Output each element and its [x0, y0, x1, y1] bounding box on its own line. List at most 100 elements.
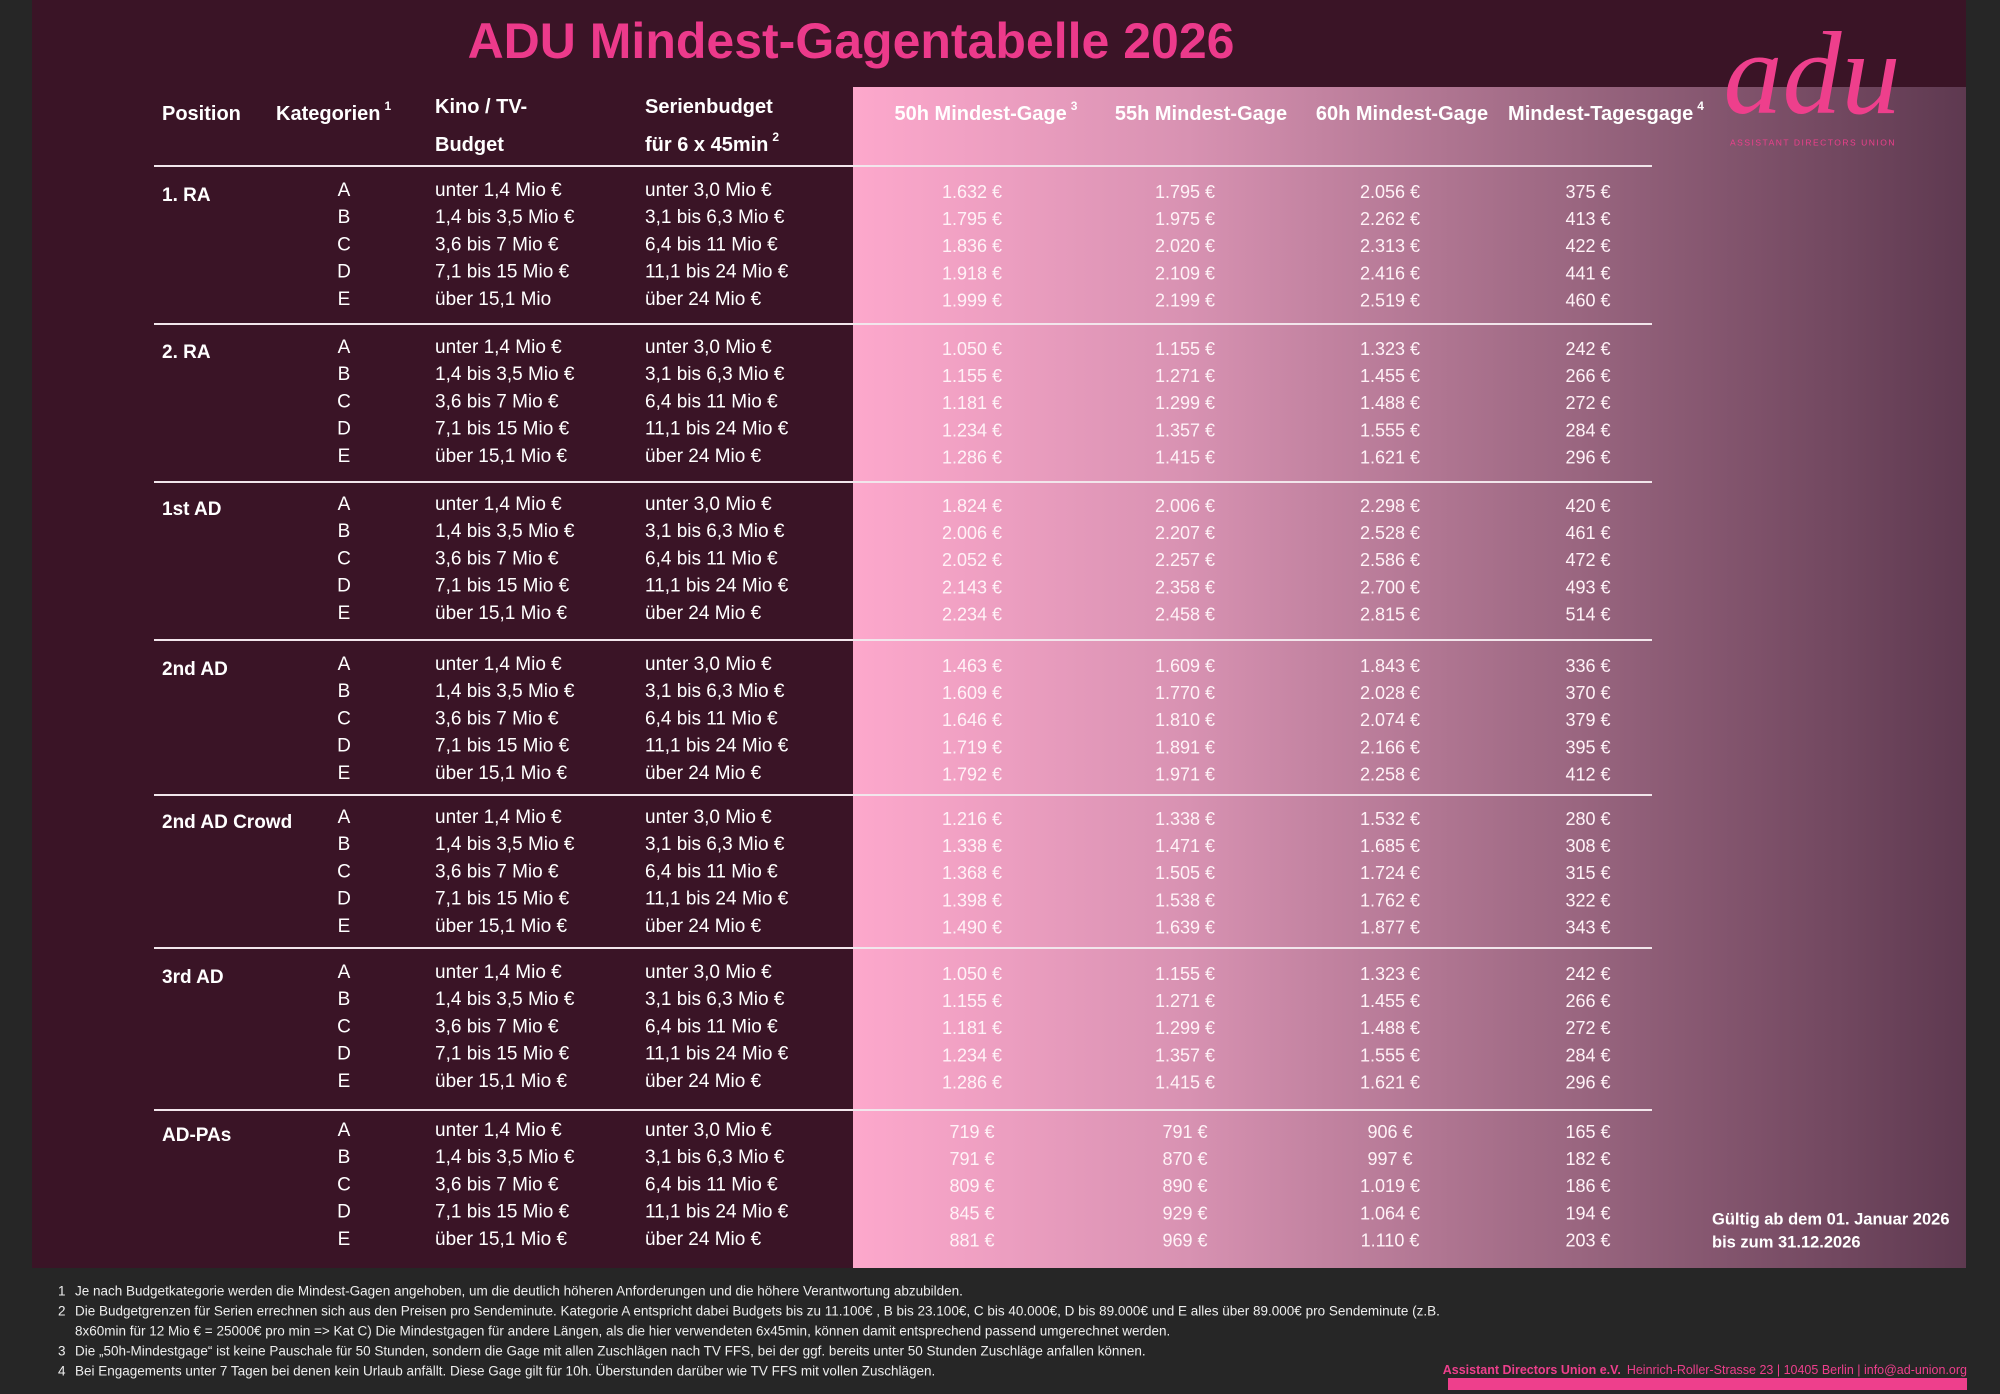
wage-55h: 1.299 € — [1155, 1018, 1215, 1038]
wage-55h: 791 € — [1162, 1122, 1207, 1142]
footer-org: Assistant Directors Union e.V. — [1443, 1363, 1621, 1377]
wage-55h: 1.299 € — [1155, 393, 1215, 413]
day-wage: 322 € — [1565, 890, 1610, 910]
series-budget: 6,4 bis 11 Mio € — [645, 1016, 778, 1037]
wage-50h: 1.792 € — [942, 765, 1002, 785]
wage-50h: 1.181 € — [942, 393, 1002, 413]
kino-budget: 3,6 bis 7 Mio € — [435, 391, 559, 412]
wage-50h: 1.181 € — [942, 1018, 1002, 1038]
category: B — [338, 207, 351, 228]
series-budget: über 24 Mio € — [645, 1229, 762, 1250]
column-header-text: Mindest-Tagesgage — [1508, 103, 1693, 125]
kino-budget: unter 1,4 Mio € — [435, 654, 562, 675]
footer-contact: Assistant Directors Union e.V. Heinrich-R… — [1443, 1363, 1967, 1377]
position-name: 1st AD — [162, 499, 221, 520]
column-header-text: Kino / TV- — [435, 96, 527, 118]
category: D — [337, 1044, 351, 1065]
wage-60h: 2.586 € — [1360, 550, 1420, 570]
category: E — [338, 289, 351, 310]
position-name: 3rd AD — [162, 967, 224, 988]
column-header: Serienbudget — [645, 96, 773, 118]
day-wage: 272 € — [1565, 393, 1610, 413]
wage-55h: 1.357 € — [1155, 1045, 1215, 1065]
wage-50h: 1.463 € — [942, 656, 1002, 676]
kino-budget: 1,4 bis 3,5 Mio € — [435, 1147, 575, 1168]
footnote-text: Bei Engagements unter 7 Tagen bei denen … — [75, 1364, 935, 1379]
wage-50h: 1.632 € — [942, 182, 1002, 202]
day-wage: 284 € — [1565, 1045, 1610, 1065]
wage-60h: 2.028 € — [1360, 683, 1420, 703]
series-budget: über 24 Mio € — [645, 289, 762, 310]
day-wage: 343 € — [1565, 918, 1610, 938]
day-wage: 493 € — [1565, 577, 1610, 597]
day-wage: 242 € — [1565, 339, 1610, 359]
category: A — [338, 494, 351, 515]
wage-60h: 2.056 € — [1360, 182, 1420, 202]
wage-60h: 2.519 € — [1360, 291, 1420, 311]
wage-55h: 1.770 € — [1155, 683, 1215, 703]
category: A — [338, 962, 351, 983]
day-wage: 284 € — [1565, 420, 1610, 440]
kino-budget: 1,4 bis 3,5 Mio € — [435, 521, 575, 542]
wage-55h: 1.271 € — [1155, 366, 1215, 386]
wage-50h: 1.836 € — [942, 236, 1002, 256]
category: C — [337, 234, 351, 255]
wage-50h: 2.143 € — [942, 577, 1002, 597]
footnote-number: 4 — [58, 1364, 66, 1379]
wage-60h: 1.724 € — [1360, 863, 1420, 883]
wage-55h: 2.458 € — [1155, 605, 1215, 625]
wage-60h: 1.323 € — [1360, 964, 1420, 984]
day-wage: 242 € — [1565, 964, 1610, 984]
kino-budget: 3,6 bis 7 Mio € — [435, 1174, 559, 1195]
logo-mark: adu — [1724, 8, 1901, 139]
kino-budget: 7,1 bis 15 Mio € — [435, 419, 570, 440]
wage-55h: 1.155 € — [1155, 964, 1215, 984]
wage-60h: 1.455 € — [1360, 366, 1420, 386]
footnote-ref: 2 — [772, 130, 779, 144]
wage-60h: 1.019 € — [1360, 1176, 1420, 1196]
footnote-ref: 4 — [1697, 99, 1704, 113]
series-budget: 11,1 bis 24 Mio € — [645, 576, 789, 597]
wage-60h: 1.555 € — [1360, 1045, 1420, 1065]
wage-55h: 2.207 € — [1155, 523, 1215, 543]
day-wage: 422 € — [1565, 236, 1610, 256]
series-budget: 11,1 bis 24 Mio € — [645, 419, 789, 440]
series-budget: über 24 Mio € — [645, 1071, 762, 1092]
wage-50h: 1.646 € — [942, 710, 1002, 730]
wage-50h: 1.824 € — [942, 496, 1002, 516]
series-budget: 6,4 bis 11 Mio € — [645, 548, 778, 569]
series-budget: unter 3,0 Mio € — [645, 654, 772, 675]
series-budget: 3,1 bis 6,3 Mio € — [645, 207, 785, 228]
wage-55h: 2.358 € — [1155, 577, 1215, 597]
wage-55h: 1.415 € — [1155, 448, 1215, 468]
kino-budget: 1,4 bis 3,5 Mio € — [435, 207, 575, 228]
wage-50h: 1.234 € — [942, 1045, 1002, 1065]
series-budget: 3,1 bis 6,3 Mio € — [645, 681, 785, 702]
position-name: 2. RA — [162, 342, 211, 363]
wage-55h: 2.257 € — [1155, 550, 1215, 570]
footnote-text: 8x60min für 12 Mio € = 25000€ pro min =>… — [75, 1324, 1170, 1339]
day-wage: 266 € — [1565, 366, 1610, 386]
position-name: AD-PAs — [162, 1125, 231, 1146]
series-budget: unter 3,0 Mio € — [645, 1120, 772, 1141]
day-wage: 375 € — [1565, 182, 1610, 202]
category: C — [337, 548, 351, 569]
day-wage: 514 € — [1565, 605, 1610, 625]
wage-50h: 1.286 € — [942, 1073, 1002, 1093]
wage-50h: 1.338 € — [942, 836, 1002, 856]
wage-60h: 1.110 € — [1361, 1231, 1420, 1251]
category: E — [338, 1229, 351, 1250]
wage-50h: 719 € — [949, 1122, 994, 1142]
series-budget: 11,1 bis 24 Mio € — [645, 1202, 789, 1223]
wage-60h: 2.313 € — [1360, 236, 1420, 256]
day-wage: 420 € — [1565, 496, 1610, 516]
series-budget: 6,4 bis 11 Mio € — [645, 391, 778, 412]
column-header-text: Position — [162, 103, 241, 125]
wage-60h: 1.323 € — [1360, 339, 1420, 359]
wage-panel — [853, 87, 1966, 1268]
series-budget: 6,4 bis 11 Mio € — [645, 861, 778, 882]
day-wage: 266 € — [1565, 991, 1610, 1011]
wage-55h: 890 € — [1162, 1176, 1207, 1196]
day-wage: 395 € — [1565, 737, 1610, 757]
wage-55h: 1.505 € — [1155, 863, 1215, 883]
